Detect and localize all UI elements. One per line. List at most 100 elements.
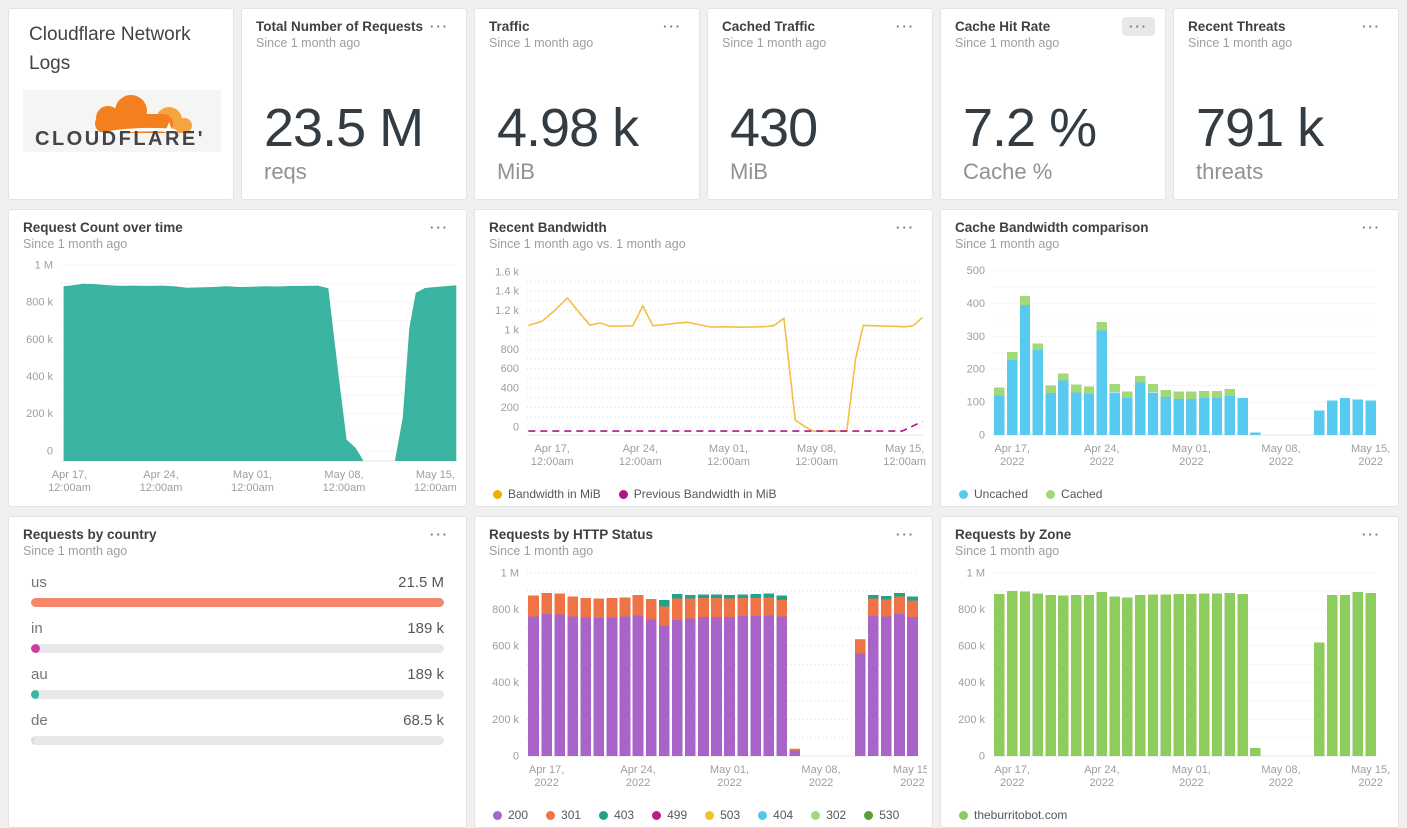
country-bar-fill xyxy=(31,598,444,607)
stat-value: 791 k xyxy=(1196,98,1324,159)
panel-title[interactable]: Cache Hit Rate xyxy=(955,19,1051,34)
legend-label: Cached xyxy=(1061,487,1103,501)
legend-item[interactable]: 403 xyxy=(599,808,634,822)
stat-value: 4.98 k xyxy=(497,98,639,159)
svg-text:1 k: 1 k xyxy=(504,324,519,336)
panel-subtitle: Since 1 month ago xyxy=(489,544,594,558)
svg-text:2022: 2022 xyxy=(534,777,558,789)
country-row: au 189 k xyxy=(31,666,444,699)
svg-text:600 k: 600 k xyxy=(26,334,53,346)
svg-text:May 01,: May 01, xyxy=(709,443,748,455)
panel-request-count: Request Count over time Since 1 month ag… xyxy=(8,209,467,507)
svg-text:2022: 2022 xyxy=(1000,456,1024,468)
recent-bandwidth-chart[interactable]: 0 200 400 600 800 1 k 1.2 k 1.4 k 1.6 k Apr 17, 12… xyxy=(483,256,927,503)
svg-text:Apr 24,: Apr 24, xyxy=(1084,764,1119,776)
country-bar-fill xyxy=(31,690,39,699)
svg-text:12:00am: 12:00am xyxy=(707,456,750,468)
country-label: au xyxy=(31,666,48,683)
svg-text:200: 200 xyxy=(501,402,519,414)
legend-item[interactable]: 503 xyxy=(705,808,740,822)
panel-menu-icon[interactable]: ··· xyxy=(1122,17,1155,36)
panel-menu-icon[interactable]: ··· xyxy=(896,220,915,235)
svg-text:May 08,: May 08, xyxy=(1261,443,1300,455)
svg-text:12:00am: 12:00am xyxy=(619,456,662,468)
panel-title[interactable]: Requests by HTTP Status xyxy=(489,527,654,542)
svg-text:2022: 2022 xyxy=(1179,777,1203,789)
svg-text:0: 0 xyxy=(979,430,985,442)
panel-menu-icon[interactable]: ··· xyxy=(1362,19,1381,34)
panel-title[interactable]: Total Number of Requests xyxy=(256,19,424,34)
panel-menu-icon[interactable]: ··· xyxy=(430,527,449,542)
country-label: in xyxy=(31,620,43,637)
panel-requests-by-country: Requests by country Since 1 month ago ··… xyxy=(8,516,467,828)
cache-bandwidth-chart[interactable]: 0 100 200 300 400 500 Apr 17, 2022 Apr 24, 2022 Ma… xyxy=(949,256,1393,503)
legend-item[interactable]: Cached xyxy=(1046,487,1102,501)
panel-subtitle: Since 1 month ago xyxy=(955,237,1060,251)
svg-text:Apr 24,: Apr 24, xyxy=(623,443,658,455)
panel-title[interactable]: Cached Traffic xyxy=(722,19,816,34)
panel-menu-icon[interactable]: ··· xyxy=(1362,527,1381,542)
panel-menu-icon[interactable]: ··· xyxy=(430,19,449,34)
panel-title[interactable]: Recent Threats xyxy=(1188,19,1286,34)
svg-text:1 M: 1 M xyxy=(967,567,985,579)
panel-subtitle: Since 1 month ago xyxy=(23,237,128,251)
svg-text:12:00am: 12:00am xyxy=(140,482,183,494)
svg-text:May 01,: May 01, xyxy=(1172,443,1211,455)
svg-text:2022: 2022 xyxy=(1000,777,1024,789)
svg-text:Apr 17,: Apr 17, xyxy=(994,443,1029,455)
panel-menu-icon[interactable]: ··· xyxy=(1362,220,1381,235)
svg-text:1 M: 1 M xyxy=(35,259,53,271)
panel-title[interactable]: Request Count over time xyxy=(23,220,183,235)
legend-item[interactable]: 499 xyxy=(652,808,687,822)
svg-text:12:00am: 12:00am xyxy=(48,482,91,494)
legend-dot-icon xyxy=(599,810,609,820)
svg-text:400: 400 xyxy=(501,383,519,395)
svg-text:12:00am: 12:00am xyxy=(795,456,838,468)
stat-panel-traffic: Traffic Since 1 month ago ··· 4.98 k MiB xyxy=(474,8,700,200)
legend-item[interactable]: 302 xyxy=(811,808,846,822)
panel-title[interactable]: Traffic xyxy=(489,19,530,34)
panel-requests-by-zone: Requests by Zone Since 1 month ago ··· 0… xyxy=(940,516,1399,828)
svg-text:2022: 2022 xyxy=(1090,777,1114,789)
svg-text:Apr 24,: Apr 24, xyxy=(1084,443,1119,455)
svg-text:May 08,: May 08, xyxy=(324,469,363,481)
panel-subtitle: Since 1 month ago xyxy=(489,36,594,50)
panel-title[interactable]: Requests by Zone xyxy=(955,527,1072,542)
legend-item[interactable]: Previous Bandwidth in MiB xyxy=(618,487,776,501)
panel-menu-icon[interactable]: ··· xyxy=(663,19,682,34)
panel-title[interactable]: Requests by country xyxy=(23,527,157,542)
svg-text:2022: 2022 xyxy=(1269,777,1293,789)
svg-text:400 k: 400 k xyxy=(492,677,519,689)
legend-item[interactable]: theburritobot.com xyxy=(959,808,1067,822)
svg-text:300: 300 xyxy=(967,331,985,343)
stat-panel-cached-traffic: Cached Traffic Since 1 month ago ··· 430… xyxy=(707,8,933,200)
svg-text:12:00am: 12:00am xyxy=(883,456,926,468)
panel-title[interactable]: Recent Bandwidth xyxy=(489,220,607,235)
svg-text:May 15,: May 15, xyxy=(885,443,924,455)
svg-text:May 15,: May 15, xyxy=(416,469,455,481)
legend-item[interactable]: Bandwidth in MiB xyxy=(493,487,601,501)
legend-item[interactable]: 530 xyxy=(864,808,899,822)
stat-value: 7.2 % xyxy=(963,98,1097,159)
svg-text:2022: 2022 xyxy=(1090,456,1114,468)
legend-label: 503 xyxy=(720,808,741,822)
svg-text:Apr 24,: Apr 24, xyxy=(620,764,655,776)
svg-text:Apr 24,: Apr 24, xyxy=(143,469,178,481)
legend-item[interactable]: 200 xyxy=(493,808,528,822)
svg-text:2022: 2022 xyxy=(1358,456,1382,468)
svg-text:1.4 k: 1.4 k xyxy=(495,286,519,298)
panel-title[interactable]: Cache Bandwidth comparison xyxy=(955,220,1149,235)
panel-menu-icon[interactable]: ··· xyxy=(430,220,449,235)
panel-menu-icon[interactable]: ··· xyxy=(896,19,915,34)
panel-menu-icon[interactable]: ··· xyxy=(896,527,915,542)
legend-item[interactable]: Uncached xyxy=(959,487,1028,501)
country-value: 189 k xyxy=(407,620,444,637)
svg-text:500: 500 xyxy=(967,265,985,277)
legend-item[interactable]: 404 xyxy=(758,808,793,822)
legend-item[interactable]: 301 xyxy=(546,808,581,822)
svg-text:2022: 2022 xyxy=(900,777,924,789)
svg-text:200: 200 xyxy=(967,364,985,376)
